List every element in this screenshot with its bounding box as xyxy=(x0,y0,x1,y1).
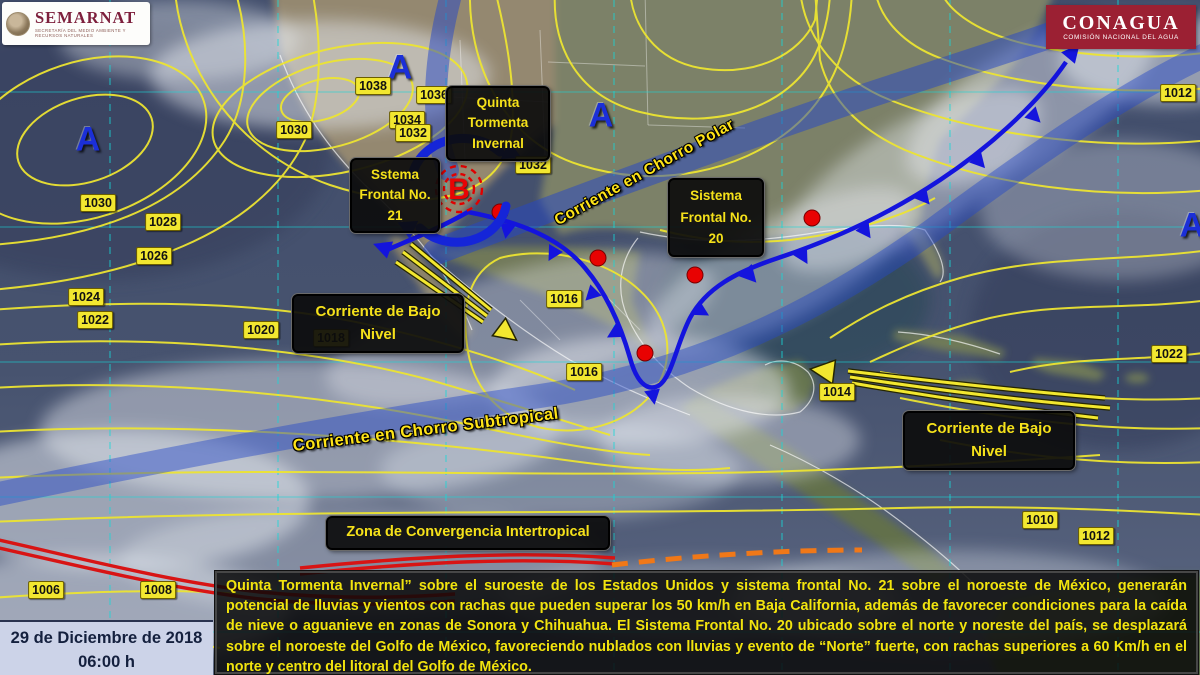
semarnat-eagle-icon xyxy=(6,11,30,36)
conagua-title: CONAGUA xyxy=(1062,12,1180,34)
cold-front-layer xyxy=(373,44,1080,405)
pressure-label: 1028 xyxy=(145,213,181,231)
low-pressure-letter: B xyxy=(448,173,470,206)
forecast-description: Quinta Tormenta Invernal” sobre el suroe… xyxy=(215,571,1198,675)
pressure-label: 1030 xyxy=(276,121,312,139)
pressure-label: 1030 xyxy=(80,194,116,212)
pressure-label: 1032 xyxy=(395,124,431,142)
time-line: 06:00 h xyxy=(78,652,135,671)
pressure-label: 1010 xyxy=(1022,511,1058,529)
high-pressure-letter: A xyxy=(387,48,413,87)
pressure-label: 1022 xyxy=(77,311,113,329)
pressure-label: 1020 xyxy=(243,321,279,339)
itcz-dashed-extension xyxy=(611,547,863,568)
front-triangles xyxy=(500,44,1080,405)
pressure-label: 1014 xyxy=(819,383,855,401)
high-pressure-letter: A xyxy=(75,120,101,159)
label-quinta-tormenta-invernal: Quinta Tormenta Invernal xyxy=(446,86,550,161)
label-corriente-bajo-nivel-oeste: Corriente de Bajo Nivel xyxy=(292,294,464,353)
jet-stream-layer xyxy=(0,0,1200,507)
pressure-label: 1016 xyxy=(546,290,582,308)
date-box: 29 de Diciembre de 2018 06:00 h xyxy=(0,620,213,675)
pressure-label: 1038 xyxy=(355,77,391,95)
pressure-label: 1016 xyxy=(566,363,602,381)
pressure-label: 1012 xyxy=(1160,84,1196,102)
label-sistema-frontal-20: Sistema Frontal No. 20 xyxy=(668,178,764,257)
semarnat-subtitle: SECRETARÍA DEL MEDIO AMBIENTE Y RECURSOS… xyxy=(35,28,126,38)
conagua-subtitle: COMISIÓN NACIONAL DEL AGUA xyxy=(1063,34,1179,41)
conagua-logo: CONAGUA COMISIÓN NACIONAL DEL AGUA xyxy=(1046,5,1196,49)
semarnat-logo: SEMARNAT SECRETARÍA DEL MEDIO AMBIENTE Y… xyxy=(2,2,150,45)
pressure-label: 1006 xyxy=(28,581,64,599)
high-pressure-letter: A xyxy=(1179,206,1200,245)
pressure-label: 1022 xyxy=(1151,345,1187,363)
label-sistema-frontal-21: Sstema Frontal No. 21 xyxy=(350,158,440,233)
label-corriente-bajo-nivel-este: Corriente de Bajo Nivel xyxy=(903,411,1075,470)
pressure-label: 1024 xyxy=(68,288,104,306)
label-zona-convergencia-intertropical: Zona de Convergencia Intertropical xyxy=(326,516,610,550)
pressure-label: 1008 xyxy=(140,581,176,599)
date-line: 29 de Diciembre de 2018 xyxy=(10,628,203,647)
low-level-current-arrows xyxy=(394,241,1111,421)
pressure-label: 1012 xyxy=(1078,527,1114,545)
semarnat-title: SEMARNAT xyxy=(35,8,137,27)
pressure-label: 1026 xyxy=(136,247,172,265)
high-pressure-letter: A xyxy=(588,96,614,135)
